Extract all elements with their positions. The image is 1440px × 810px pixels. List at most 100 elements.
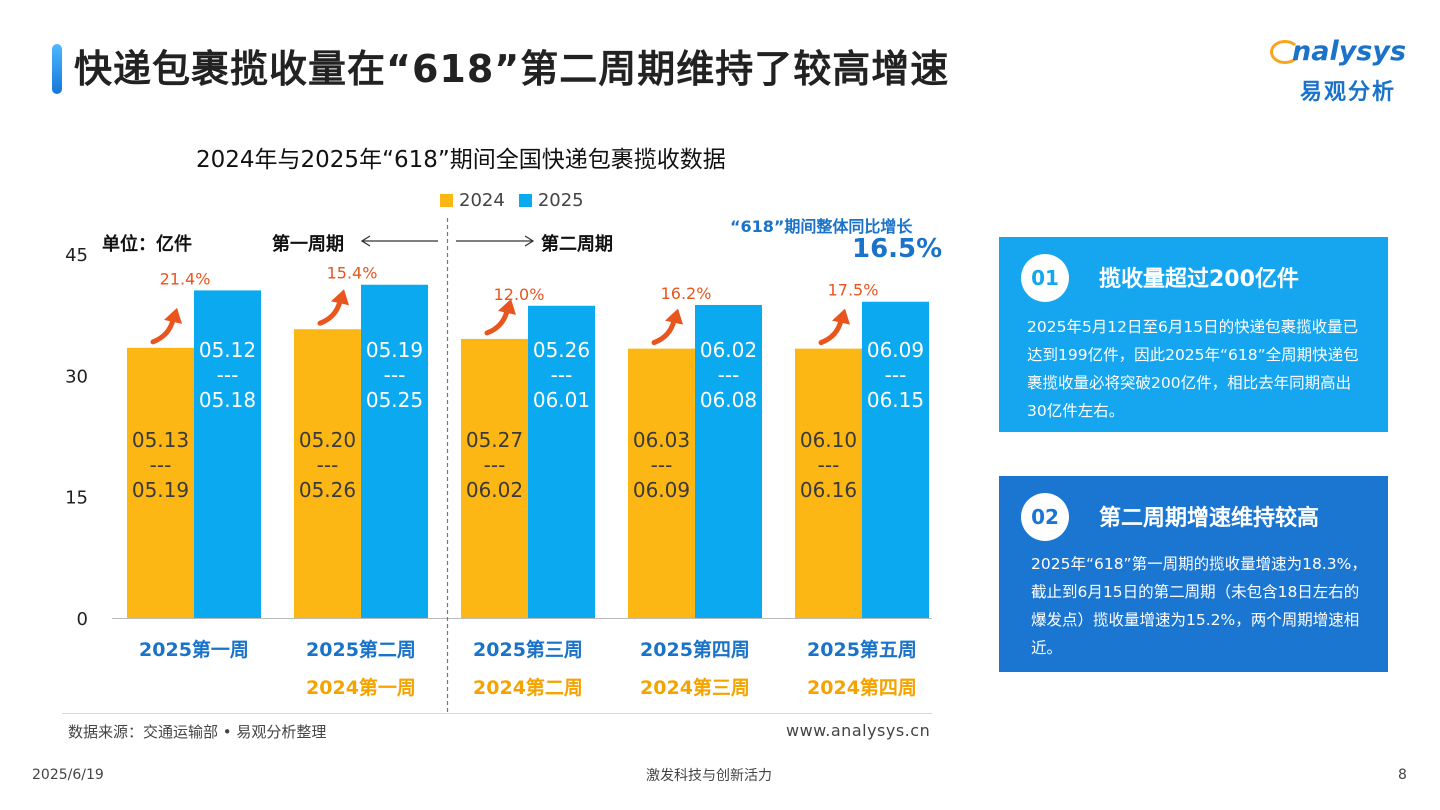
bar-2024	[795, 348, 862, 618]
logo-ring-icon	[1270, 40, 1300, 64]
page-title: 快递包裹揽收量在“618”第二周期维持了较高增速	[74, 47, 950, 91]
bar-label-2024: 05.13	[132, 428, 189, 452]
category-label-2025: 2025第四周	[640, 638, 750, 661]
bar-label-2025: 05.19	[366, 338, 423, 362]
y-tick-label: 30	[65, 366, 88, 387]
panel-number: 02	[1021, 493, 1069, 541]
bar-2024	[628, 348, 695, 618]
category-label-2025: 2025第一周	[139, 638, 249, 661]
overall-growth-value: 16.5%	[852, 234, 943, 264]
bar-label-2024: ---	[484, 453, 506, 477]
growth-label: 21.4%	[160, 269, 211, 288]
growth-arrow-head-icon	[665, 308, 683, 325]
bar-2024	[127, 347, 194, 618]
bar-label-2024: 05.20	[299, 428, 356, 452]
brand-logo: nalysys 易观分析	[1270, 30, 1420, 106]
category-label-2024: 2024第三周	[640, 676, 750, 699]
bar-label-2025: 06.02	[700, 338, 757, 362]
bar-label-2025: 05.18	[199, 388, 256, 412]
website-link[interactable]: www.analysys.cn	[786, 721, 931, 740]
growth-arrow-icon	[818, 318, 844, 346]
y-tick-label: 15	[65, 488, 88, 509]
insight-panel-1: 01 揽收量超过200亿件 2025年5月12日至6月15日的快递包裹揽收量已达…	[999, 237, 1388, 432]
panel-body: 2025年5月12日至6月15日的快递包裹揽收量已达到199亿件，因此2025年…	[1027, 318, 1359, 420]
logo-wordmark: nalysys	[1292, 36, 1407, 67]
growth-label: 17.5%	[828, 281, 879, 300]
bar-2024	[461, 338, 528, 618]
growth-label: 15.4%	[327, 264, 378, 283]
unit-label: 单位：亿件	[102, 234, 192, 255]
bar-label-2025: 05.12	[199, 338, 256, 362]
legend-item-2025: 2025	[518, 190, 584, 211]
bar-label-2024: 05.27	[466, 428, 523, 452]
category-label-2025: 2025第五周	[807, 638, 917, 661]
panel-body: 2025年“618”第一周期的揽收量增速为18.3%，截止到6月15日的第二周期…	[1031, 555, 1367, 657]
growth-arrow-head-icon	[832, 308, 850, 325]
bar-label-2024: 06.16	[800, 478, 857, 502]
category-label-2024: 2024第四周	[807, 676, 917, 699]
growth-arrow-head-icon	[498, 298, 516, 315]
panel-title: 第二周期增速维持较高	[1099, 506, 1320, 531]
legend-swatch-2025	[518, 194, 532, 207]
growth-arrow-icon	[150, 317, 176, 345]
bar-label-2025: ---	[551, 363, 573, 387]
bar-label-2024: ---	[818, 453, 840, 477]
bar-label-2025: 06.09	[867, 338, 924, 362]
bar-2025	[862, 301, 929, 618]
insight-panel-2: 02 第二周期增速维持较高 2025年“618”第一周期的揽收量增速为18.3%…	[999, 476, 1388, 672]
growth-label: 12.0%	[494, 285, 545, 304]
title-accent-bar	[52, 44, 62, 94]
bar-2025	[361, 284, 428, 618]
bar-label-2024: 06.09	[633, 478, 690, 502]
bar-2024	[294, 329, 361, 618]
category-label-2024: 2024第二周	[473, 676, 583, 699]
logo-subtitle: 易观分析	[1300, 80, 1397, 105]
overall-growth-label: “618”期间整体同比增长	[730, 217, 913, 236]
bar-2025	[695, 304, 762, 618]
growth-arrow-head-icon	[331, 289, 349, 306]
growth-arrow-icon	[317, 298, 343, 326]
bar-label-2025: ---	[718, 363, 740, 387]
period-second-label: 第二周期	[541, 234, 613, 255]
chart-title: 2024年与2025年“618”期间全国快递包裹揽收数据	[196, 147, 726, 173]
legend-item-2024: 2024	[440, 190, 505, 211]
bar-2025	[528, 305, 595, 618]
bar-label-2025: 06.01	[533, 388, 590, 412]
category-label-2025: 2025第二周	[306, 638, 416, 661]
bar-label-2024: 05.19	[132, 478, 189, 502]
bar-label-2024: 06.03	[633, 428, 690, 452]
report-date: 2025/6/19	[32, 767, 104, 783]
page-number: 8	[1398, 767, 1407, 783]
legend-label-2025: 2025	[537, 190, 584, 211]
period-arrow-head-right	[524, 235, 535, 247]
footer-slogan: 激发科技与创新活力	[646, 768, 772, 784]
chart-legend: 2024 2025	[440, 190, 584, 211]
data-source: 数据来源：交通运输部 • 易观分析整理	[68, 723, 327, 741]
bar-label-2025: 06.08	[700, 388, 757, 412]
legend-label-2024: 2024	[459, 190, 505, 211]
bar-label-2025: ---	[384, 363, 406, 387]
bar-label-2024: ---	[317, 453, 339, 477]
legend-swatch-2024	[440, 194, 453, 207]
bar-2025	[194, 290, 261, 618]
bar-label-2024: 05.26	[299, 478, 356, 502]
footer-divider	[62, 713, 932, 714]
period-arrow-head-left	[360, 235, 371, 247]
growth-label: 16.2%	[661, 284, 712, 303]
panel-number: 01	[1021, 254, 1069, 302]
panel-title: 揽收量超过200亿件	[1099, 267, 1299, 292]
bar-label-2025: 05.26	[533, 338, 590, 362]
y-tick-label: 0	[77, 609, 88, 630]
category-label-2025: 2025第三周	[473, 638, 583, 661]
period-first-label: 第一周期	[272, 234, 344, 255]
bar-label-2024: 06.02	[466, 478, 523, 502]
bar-label-2024: ---	[150, 453, 172, 477]
bar-label-2024: 06.10	[800, 428, 857, 452]
y-tick-label: 45	[65, 245, 88, 266]
bar-label-2025: ---	[885, 363, 907, 387]
bar-label-2024: ---	[651, 453, 673, 477]
growth-arrow-head-icon	[164, 307, 182, 324]
bar-label-2025: 05.25	[366, 388, 423, 412]
category-label-2024: 2024第一周	[306, 676, 416, 699]
